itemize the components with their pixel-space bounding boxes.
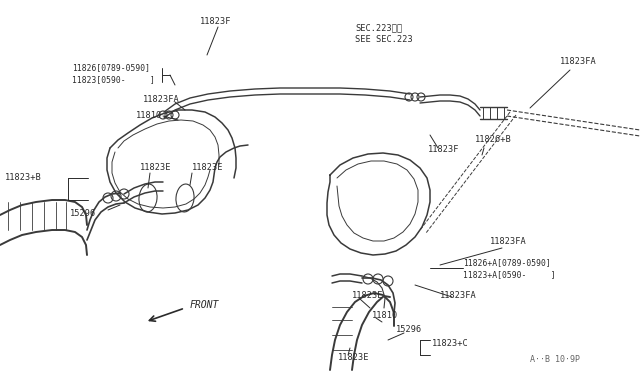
Text: 11826+A[0789-0590]: 11826+A[0789-0590] [463,259,551,267]
Text: 11826[0789-0590]: 11826[0789-0590] [72,64,150,73]
Text: 11823E: 11823E [338,353,369,362]
Text: 11810: 11810 [136,112,163,121]
Text: 11823FA: 11823FA [143,96,180,105]
Text: 11823E: 11823E [352,291,383,299]
Text: SEC.223参照: SEC.223参照 [355,23,403,32]
Text: A··B 10·9P: A··B 10·9P [530,356,580,365]
Text: FRONT: FRONT [190,300,220,310]
Text: 11823E: 11823E [192,164,223,173]
Text: SEE SEC.223: SEE SEC.223 [355,35,413,45]
Text: 11823E: 11823E [140,164,172,173]
Text: 11826+B: 11826+B [475,135,512,144]
Text: 11823+B: 11823+B [5,173,42,183]
Text: 11823F: 11823F [200,17,232,26]
Text: 11823FA: 11823FA [490,237,527,247]
Text: 11823[0590-     ]: 11823[0590- ] [72,76,155,84]
Text: 15296: 15296 [70,208,96,218]
Text: 11823FA: 11823FA [440,291,477,299]
Text: 11823FA: 11823FA [560,58,596,67]
Text: 11823F: 11823F [428,145,460,154]
Text: 11823+C: 11823+C [432,339,468,347]
Text: 15296: 15296 [396,326,422,334]
Text: 11810: 11810 [372,311,398,320]
Text: 11823+A[0590-     ]: 11823+A[0590- ] [463,270,556,279]
